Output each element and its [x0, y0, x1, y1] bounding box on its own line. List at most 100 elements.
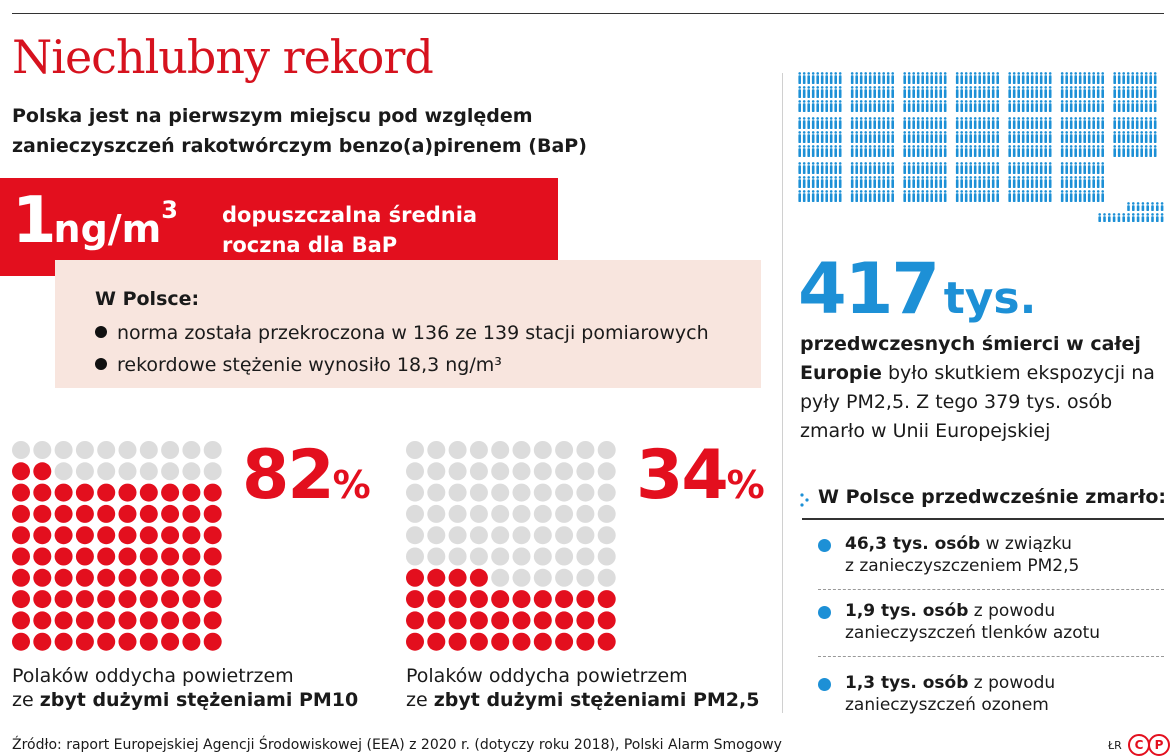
person-icon [1069, 117, 1073, 129]
dot-filled [203, 568, 222, 587]
person-icon [850, 176, 854, 188]
person-icon [996, 72, 999, 84]
person-icon [1065, 162, 1068, 174]
person-icon [1012, 145, 1016, 157]
person-icon [930, 190, 933, 202]
person-icon [978, 86, 981, 98]
person-icon [921, 86, 924, 98]
person-icon [1060, 86, 1064, 98]
person-icon [982, 190, 986, 202]
person-icon [1060, 72, 1064, 84]
dot-filled [161, 483, 180, 502]
person-icon [798, 131, 801, 143]
norm-banner [0, 178, 558, 276]
person-icon [886, 72, 890, 84]
dot-filled [118, 547, 137, 566]
dot-filled [555, 611, 574, 630]
person-icon [882, 162, 885, 174]
person-icon [978, 162, 981, 174]
person-icon [1044, 117, 1047, 129]
person-icon [1021, 100, 1025, 112]
person-icon [1060, 162, 1064, 174]
dot-filled [33, 611, 52, 630]
person-icon [1126, 131, 1130, 143]
person-icon [1096, 117, 1100, 129]
person-icon [903, 100, 906, 112]
person-icon [1156, 213, 1159, 222]
person-icon [1149, 131, 1152, 143]
person-icon [912, 86, 915, 98]
dot-filled [139, 611, 158, 630]
person-icon [1048, 100, 1052, 112]
dot-filled [33, 632, 52, 651]
person-icon [1035, 72, 1038, 84]
poland-deaths-item: 1,3 tys. osób z powodu zanieczyszczeń oz… [845, 673, 1056, 715]
dot-empty [75, 462, 94, 481]
person-icon [964, 190, 968, 202]
person-icon [1012, 86, 1016, 98]
person-icon [978, 72, 981, 84]
dot-empty [555, 504, 574, 523]
person-icon [1017, 131, 1020, 143]
dot-filled [12, 632, 30, 651]
person-icon [987, 86, 990, 98]
person-icon [798, 176, 801, 188]
person-icon [1151, 202, 1154, 211]
person-icon [882, 100, 885, 112]
dot-empty [406, 483, 424, 502]
dot-filled [118, 504, 137, 523]
person-icon [1098, 213, 1101, 222]
person-icon [964, 72, 968, 84]
person-icon [802, 117, 806, 129]
person-icon [798, 72, 801, 84]
dot-filled [161, 568, 180, 587]
person-icon [1069, 131, 1073, 143]
person-icon [1149, 72, 1152, 84]
person-icon [1131, 131, 1134, 143]
person-icon [877, 117, 881, 129]
person-icon [912, 190, 915, 202]
person-icon [912, 72, 915, 84]
dot-filled [203, 526, 222, 545]
person-icon [1083, 86, 1086, 98]
bullet-icon [818, 539, 831, 552]
pm10-dot-grid [12, 441, 222, 651]
person-icon [1140, 131, 1143, 143]
person-icon [903, 72, 906, 84]
person-icon [855, 176, 858, 188]
dot-empty [469, 462, 488, 481]
dot-empty [576, 504, 595, 523]
person-icon [811, 176, 815, 188]
dot-filled [97, 547, 116, 566]
person-icon [1008, 131, 1011, 143]
person-icon [1083, 100, 1086, 112]
person-icon [1035, 145, 1038, 157]
dot-empty [512, 547, 531, 566]
person-icon [1132, 213, 1135, 222]
dot-filled [555, 590, 574, 609]
person-icon [829, 176, 833, 188]
person-icon [811, 131, 815, 143]
dot-filled [33, 568, 52, 587]
person-icon [930, 131, 933, 143]
dot-empty [597, 504, 616, 523]
dot-filled [33, 483, 52, 502]
dot-filled [597, 632, 616, 651]
person-icon [1069, 100, 1073, 112]
person-icon [1135, 72, 1139, 84]
person-icon [829, 145, 833, 157]
person-icon [1096, 190, 1100, 202]
person-icon [1065, 72, 1068, 84]
dot-empty [597, 462, 616, 481]
person-icon [1065, 131, 1068, 143]
dot-empty [427, 483, 446, 502]
person-icon [903, 86, 906, 98]
person-icon [820, 162, 824, 174]
dot-filled [33, 504, 52, 523]
person-icon [907, 86, 911, 98]
person-icon [1153, 72, 1157, 84]
person-icon [1069, 86, 1073, 98]
person-icon [925, 162, 929, 174]
person-icon [873, 117, 876, 129]
dot-filled [406, 611, 424, 630]
